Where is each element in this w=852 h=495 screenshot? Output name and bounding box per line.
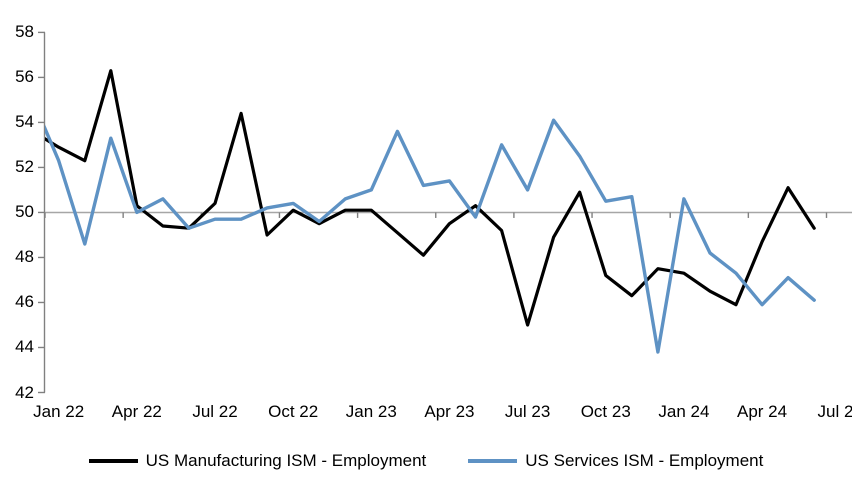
y-axis-tick-label: 54 (15, 112, 34, 132)
manufacturing-series-line (45, 69, 816, 327)
legend-label-services: US Services ISM - Employment (525, 451, 764, 470)
services-line-swatch (468, 459, 518, 463)
x-axis-tick-label: Apr 23 (424, 402, 475, 421)
y-axis-tick-label: 56 (15, 67, 34, 87)
legend-item-services: US Services ISM - Employment (468, 451, 763, 471)
y-axis-tick-label: 46 (15, 292, 34, 312)
x-axis-tick-label: Jan 23 (345, 402, 397, 421)
y-axis-tick-label: 42 (15, 382, 34, 402)
legend: US Manufacturing ISM - Employment US Ser… (0, 451, 852, 471)
x-axis-tick-label: Oct 23 (580, 402, 631, 421)
x-axis-tick-label: Apr 24 (737, 402, 788, 421)
x-axis-tick-label: Jan 24 (658, 402, 710, 421)
x-axis-tick-label: Oct 22 (268, 402, 319, 421)
services-series-line (45, 118, 816, 354)
x-axis-tick-label: Jul 22 (192, 402, 238, 421)
legend-label-manufacturing: US Manufacturing ISM - Employment (145, 451, 427, 470)
y-axis-tick-label: 44 (15, 337, 34, 357)
x-axis-tick-label: Jul 23 (504, 402, 551, 421)
x-axis-tick-label: Jul 24 (817, 402, 852, 421)
y-axis-tick-label: 50 (15, 202, 34, 222)
y-axis-tick-label: 48 (15, 247, 34, 267)
y-axis-tick-label: 58 (15, 22, 34, 42)
x-axis-tick-label: Apr 22 (111, 402, 162, 421)
manufacturing-line-swatch (88, 459, 138, 463)
x-axis-tick-label: Jan 22 (33, 402, 85, 421)
y-axis-tick-label: 52 (15, 157, 34, 177)
legend-item-manufacturing: US Manufacturing ISM - Employment (88, 451, 427, 471)
